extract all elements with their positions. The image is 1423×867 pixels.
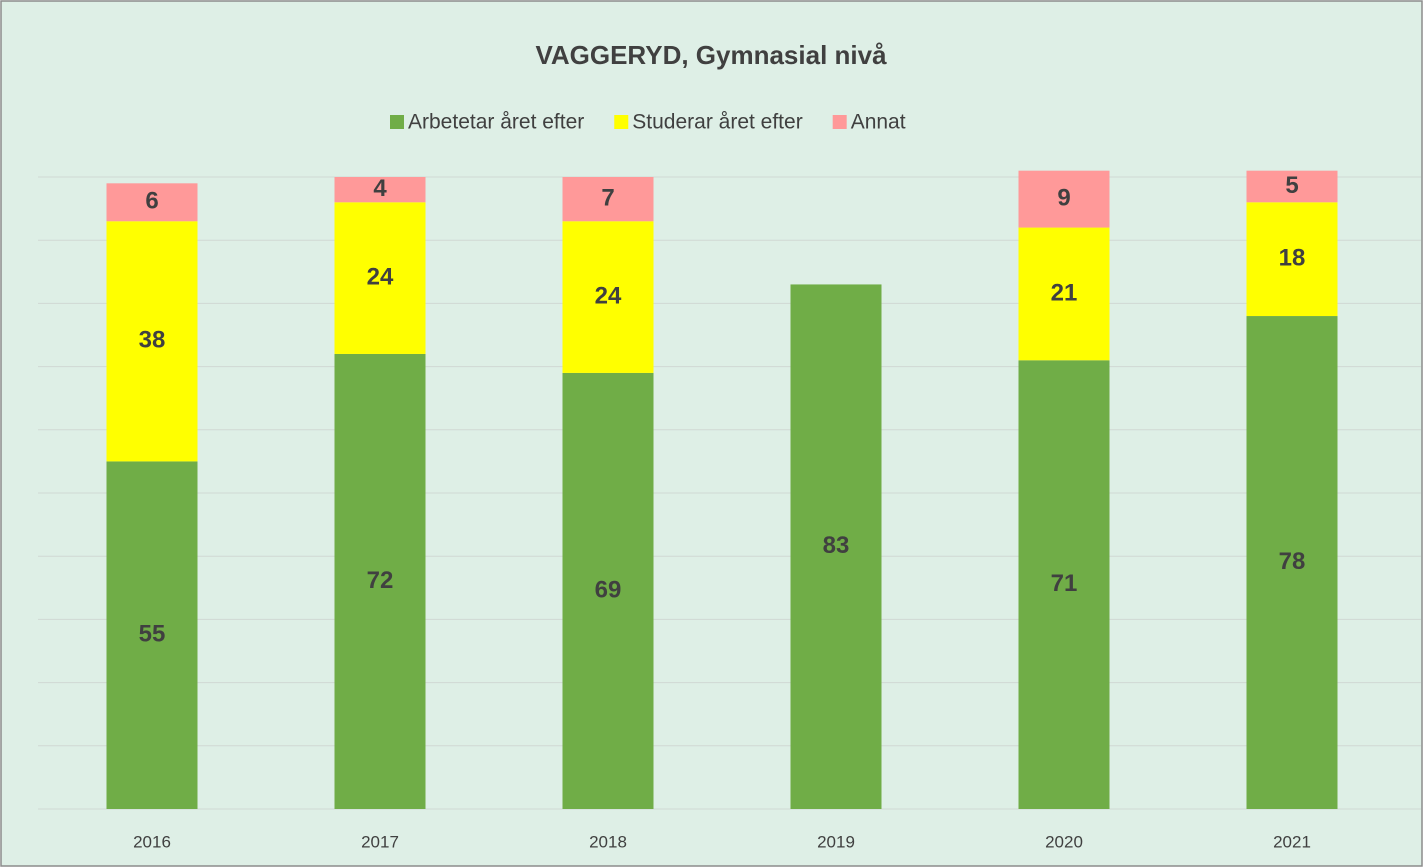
data-label: 55 — [139, 621, 166, 648]
bar-segment — [1018, 360, 1110, 809]
data-label: 83 — [823, 532, 850, 559]
bar-segment — [106, 221, 198, 462]
data-label: 24 — [367, 263, 394, 290]
data-label: 38 — [139, 327, 166, 354]
bar-segment — [106, 183, 198, 222]
legend-label: Studerar året efter — [632, 111, 802, 134]
data-label: 6 — [145, 188, 158, 215]
bar-segment — [1246, 316, 1338, 809]
chart-title: VAGGERYD, Gymnasial nivå — [535, 40, 887, 70]
data-label: 72 — [367, 567, 394, 594]
bar-segment — [562, 372, 654, 809]
bar-segment — [1018, 227, 1110, 361]
bar-segment — [790, 284, 882, 809]
data-label: 71 — [1051, 570, 1078, 597]
bar-segment — [562, 177, 654, 222]
legend-label: Annat — [851, 111, 906, 134]
legend-swatch — [832, 115, 847, 129]
bar-segment — [1246, 170, 1338, 203]
data-label: 5 — [1285, 172, 1298, 199]
data-label: 69 — [595, 576, 622, 603]
bar-segment — [1246, 202, 1338, 317]
data-label: 4 — [373, 175, 387, 202]
legend-swatch — [390, 115, 404, 129]
x-tick-label: 2020 — [1045, 832, 1083, 851]
data-label: 21 — [1051, 279, 1078, 306]
bar-segment — [334, 177, 426, 203]
x-tick-label: 2019 — [817, 832, 855, 851]
bar-segment — [106, 461, 198, 809]
bar-segment — [1018, 170, 1110, 228]
x-tick-label: 2016 — [133, 832, 171, 851]
x-tick-label: 2021 — [1273, 832, 1311, 851]
legend-label: Arbetetar året efter — [408, 111, 584, 134]
x-tick-label: 2018 — [589, 832, 627, 851]
legend-swatch — [614, 115, 629, 129]
data-label: 24 — [595, 282, 622, 309]
data-label: 18 — [1279, 245, 1306, 272]
data-label: 9 — [1057, 184, 1070, 211]
bar-segment — [334, 353, 426, 809]
data-label: 78 — [1279, 548, 1306, 575]
x-tick-label: 2017 — [361, 832, 399, 851]
bar-segment — [334, 202, 426, 354]
data-label: 7 — [601, 184, 614, 211]
bar-segment — [562, 221, 654, 373]
